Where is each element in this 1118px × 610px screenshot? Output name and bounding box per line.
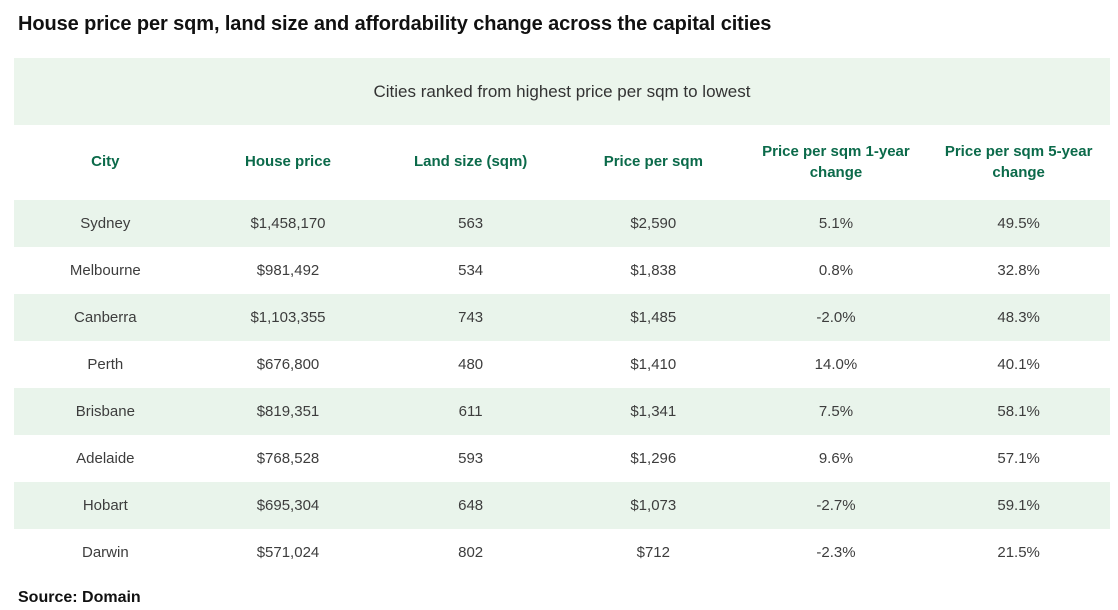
value-cell: 0.8% bbox=[818, 262, 854, 279]
city-cell: Perth bbox=[87, 356, 124, 373]
page-title: House price per sqm, land size and affor… bbox=[18, 13, 772, 35]
value-cell: $1,458,170 bbox=[250, 215, 326, 232]
value-cell: 743 bbox=[458, 309, 484, 326]
column-header: Price per sqm bbox=[561, 125, 745, 200]
value-cell: 5.1% bbox=[818, 215, 854, 232]
table-row: Sydney $1,458,170 563 $2,590 5.1% 49.5% bbox=[14, 200, 1110, 247]
table-header: City House price Land size (sqm) Price per … bbox=[14, 125, 1110, 200]
value-cell: 648 bbox=[458, 497, 484, 514]
value-cell: 593 bbox=[458, 450, 484, 467]
value-cell: $571,024 bbox=[256, 544, 320, 561]
city-cell: Hobart bbox=[82, 497, 128, 514]
value-cell: 49.5% bbox=[997, 215, 1040, 232]
value-cell: $1,103,355 bbox=[250, 309, 326, 326]
value-cell: 14.0% bbox=[814, 356, 858, 373]
value-cell: $2,590 bbox=[630, 215, 677, 232]
value-cell: $676,800 bbox=[256, 356, 320, 373]
value-cell: 58.1% bbox=[997, 403, 1040, 420]
table-row: Canberra $1,103,355 743 $1,485 -2.0% 48.3% bbox=[14, 294, 1110, 341]
column-header: Land size (sqm) bbox=[379, 125, 562, 200]
value-cell: 9.6% bbox=[818, 450, 854, 467]
city-cell: Darwin bbox=[81, 544, 129, 561]
value-cell: $1,485 bbox=[630, 309, 677, 326]
value-cell: -2.3% bbox=[816, 544, 856, 561]
value-cell: $1,838 bbox=[630, 262, 677, 279]
table-header-row: City House price Land size (sqm) Price per … bbox=[14, 125, 1110, 200]
city-cell: Canberra bbox=[74, 309, 137, 326]
subtitle-text: Cities ranked from highest price per sqm… bbox=[373, 81, 751, 101]
value-cell: 802 bbox=[458, 544, 484, 561]
column-header: Price per sqm 1-year change bbox=[744, 125, 928, 200]
value-cell: $1,410 bbox=[630, 356, 677, 373]
value-cell: $1,296 bbox=[630, 450, 677, 467]
table-body: Sydney $1,458,170 563 $2,590 5.1% 49.5% Melbou… bbox=[14, 200, 1110, 576]
table-row: Adelaide $768,528 593 $1,296 9.6% 57.1% bbox=[14, 435, 1110, 482]
value-cell: 57.1% bbox=[997, 450, 1040, 467]
value-cell: 59.1% bbox=[997, 497, 1040, 514]
value-cell: 611 bbox=[458, 403, 483, 420]
table-row: Darwin $571,024 802 $712 -2.3% 21.5% bbox=[14, 529, 1110, 576]
value-cell: $695,304 bbox=[256, 497, 320, 514]
value-cell: 21.5% bbox=[997, 544, 1040, 561]
value-cell: -2.7% bbox=[816, 497, 856, 514]
subtitle-banner: Cities ranked from highest price per sqm… bbox=[14, 58, 1110, 125]
house-price-table: City House price Land size (sqm) Price per … bbox=[14, 125, 1110, 576]
value-cell: 7.5% bbox=[818, 403, 854, 420]
city-cell: Adelaide bbox=[76, 450, 135, 467]
value-cell: $712 bbox=[636, 544, 670, 561]
value-cell: $819,351 bbox=[256, 403, 320, 420]
value-cell: 480 bbox=[458, 356, 484, 373]
value-cell: 534 bbox=[458, 262, 484, 279]
value-cell: 563 bbox=[458, 215, 484, 232]
city-cell: Melbourne bbox=[69, 262, 141, 279]
value-cell: $1,073 bbox=[630, 497, 677, 514]
table-row: Hobart $695,304 648 $1,073 -2.7% 59.1% bbox=[14, 482, 1110, 529]
table-row: Perth $676,800 480 $1,410 14.0% 40.1% bbox=[14, 341, 1110, 388]
column-header: Price per sqm 5-year change bbox=[927, 125, 1110, 200]
city-cell: Brisbane bbox=[75, 403, 135, 420]
value-cell: 32.8% bbox=[997, 262, 1040, 279]
value-cell: $981,492 bbox=[256, 262, 320, 279]
value-cell: 48.3% bbox=[997, 309, 1040, 326]
table-row: Brisbane $819,351 611 $1,341 7.5% 58.1% bbox=[14, 388, 1110, 435]
value-cell: -2.0% bbox=[816, 309, 856, 326]
value-cell: $768,528 bbox=[256, 450, 320, 467]
value-cell: $1,341 bbox=[630, 403, 677, 420]
column-header: House price bbox=[196, 125, 380, 200]
table-row: Melbourne $981,492 534 $1,838 0.8% 32.8% bbox=[14, 247, 1110, 294]
value-cell: 40.1% bbox=[997, 356, 1040, 373]
source-attribution: Source: Domain bbox=[18, 589, 141, 606]
column-header: City bbox=[14, 125, 197, 200]
city-cell: Sydney bbox=[80, 215, 131, 232]
